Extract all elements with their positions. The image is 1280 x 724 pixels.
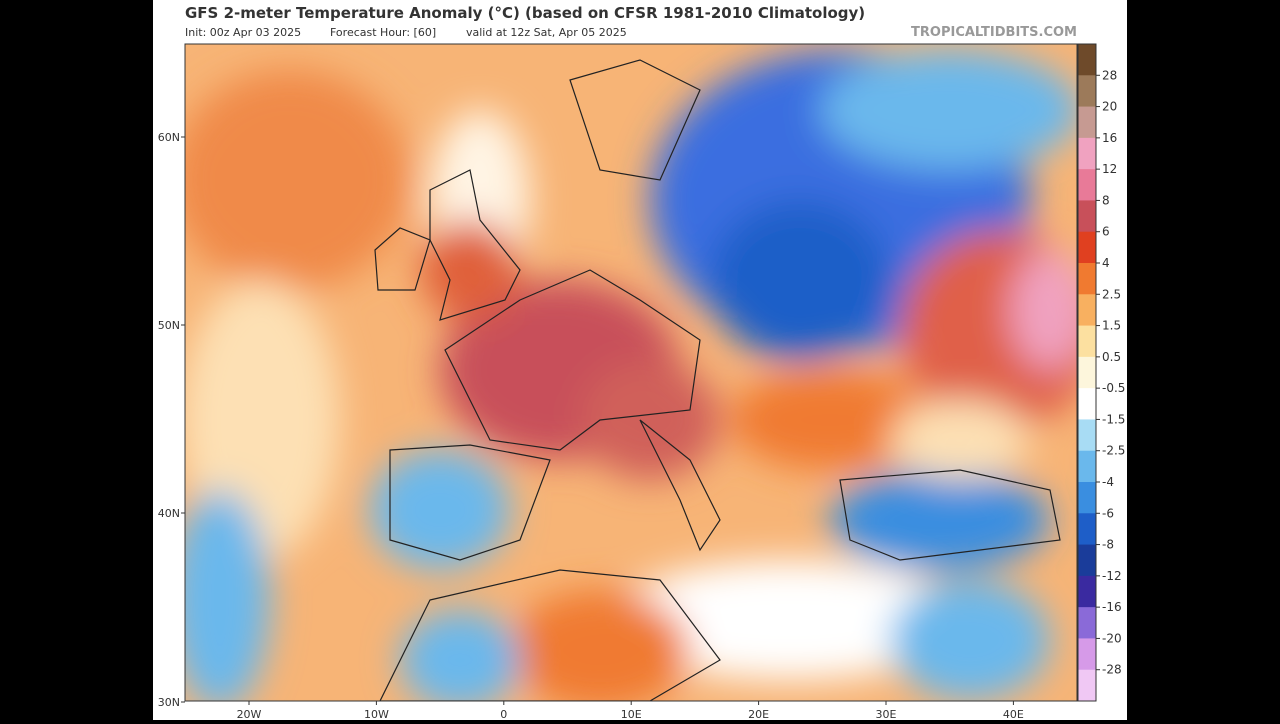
colorbar-label: 28 <box>1102 68 1117 82</box>
colorbar-band <box>1078 419 1096 452</box>
colorbar-band <box>1078 388 1096 420</box>
colorbar-label: -1.5 <box>1102 412 1125 426</box>
colorbar-label: -28 <box>1102 663 1122 677</box>
colorbar-band <box>1078 669 1096 702</box>
colorbar-label: 12 <box>1102 162 1117 176</box>
colorbar-band <box>1078 200 1096 233</box>
colorbar-label: 16 <box>1102 131 1117 145</box>
colorbar-label: -4 <box>1102 475 1114 489</box>
colorbar-band <box>1078 169 1096 201</box>
colorbar-band <box>1078 106 1096 139</box>
map <box>185 44 1077 701</box>
colorbar-label: 2.5 <box>1102 287 1121 301</box>
title: GFS 2-meter Temperature Anomaly (°C) (ba… <box>185 4 865 22</box>
colorbar-label: 8 <box>1102 193 1110 207</box>
lon-label: 10W <box>364 708 389 720</box>
colorbar-band <box>1078 75 1096 108</box>
colorbar-label: -0.5 <box>1102 381 1125 395</box>
forecast-hour: Forecast Hour: [60] <box>330 26 436 39</box>
colorbar-band <box>1078 544 1096 577</box>
lat-label: 30N <box>158 696 180 709</box>
colorbar-band <box>1078 513 1096 546</box>
lon-label: 10E <box>621 708 642 720</box>
colorbar-label: 1.5 <box>1102 319 1121 333</box>
colorbar-label: -20 <box>1102 631 1122 645</box>
valid-time: valid at 12z Sat, Apr 05 2025 <box>466 26 627 39</box>
colorbar-band <box>1078 607 1096 639</box>
colorbar-frame <box>1077 43 1097 702</box>
colorbar-label: -12 <box>1102 569 1122 583</box>
colorbar-band <box>1078 44 1096 76</box>
colorbar-band <box>1078 356 1096 389</box>
colorbar-band <box>1078 638 1096 671</box>
colorbar-band <box>1078 482 1096 514</box>
colorbar-label: -16 <box>1102 600 1122 614</box>
lon-label: 20W <box>237 708 262 720</box>
lon-label: 0 <box>500 708 507 720</box>
colorbar-label: 20 <box>1102 100 1117 114</box>
lon-label: 20E <box>748 708 769 720</box>
colorbar-label: -2.5 <box>1102 444 1125 458</box>
colorbar-band <box>1078 263 1096 295</box>
colorbar-band <box>1078 294 1096 327</box>
init: Init: 00z Apr 03 2025 <box>185 26 301 39</box>
colorbar-label: 0.5 <box>1102 350 1121 364</box>
lon-label: 40E <box>1003 708 1024 720</box>
colorbar-band <box>1078 325 1096 358</box>
watermark: TROPICALTIDBITS.COM <box>911 25 1077 40</box>
colorbar-band <box>1078 137 1096 170</box>
colorbar-label: 6 <box>1102 225 1110 239</box>
colorbar-band <box>1078 450 1096 483</box>
colorbar-label: 4 <box>1102 256 1110 270</box>
colorbar-label: -8 <box>1102 538 1114 552</box>
lon-label: 30E <box>876 708 897 720</box>
lat-label: 60N <box>158 131 180 144</box>
colorbar-band <box>1078 231 1096 264</box>
lat-label: 40N <box>158 507 180 520</box>
colorbar-band <box>1078 575 1096 608</box>
lat-label: 50N <box>158 319 180 332</box>
colorbar-label: -6 <box>1102 506 1114 520</box>
